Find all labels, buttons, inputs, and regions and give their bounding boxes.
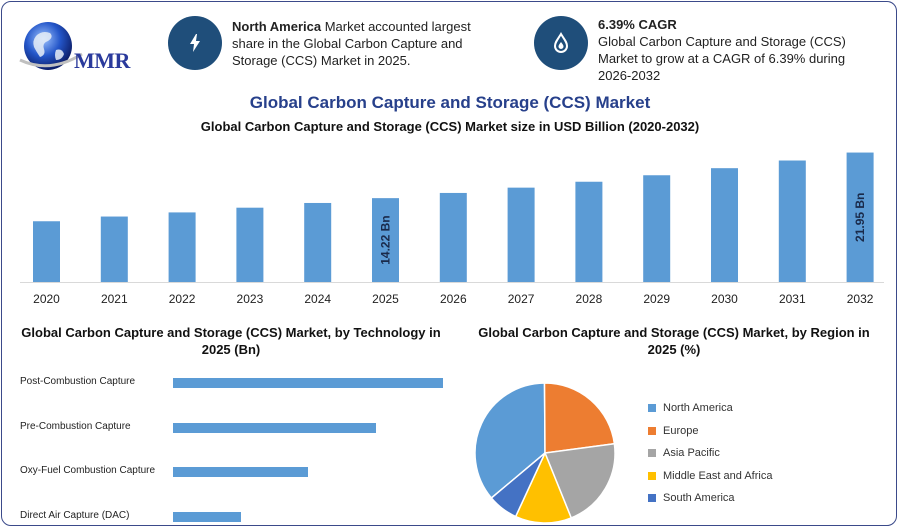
legend-swatch — [648, 404, 656, 413]
bar-2021 — [100, 216, 128, 282]
technology-label: Post-Combustion Capture — [20, 376, 136, 387]
legend-item: North America — [648, 397, 772, 420]
technology-bar — [173, 422, 376, 433]
legend-item: Europe — [648, 420, 772, 443]
lightning-bolt-icon — [168, 16, 222, 70]
technology-label: Direct Air Capture (DAC) — [20, 509, 130, 521]
bar-2022 — [168, 212, 196, 282]
x-tick-label: 2028 — [576, 292, 603, 306]
bar-2026 — [439, 192, 467, 282]
legend-swatch — [648, 471, 656, 480]
x-tick-label: 2021 — [101, 292, 128, 306]
technology-bar-chart: Post-Combustion Capture Pre-Combustion Ca… — [2, 362, 462, 525]
bar-2027 — [507, 187, 535, 282]
bar-2028 — [575, 181, 603, 282]
pie-slice-middle-east-and-africa — [514, 451, 573, 524]
legend-item: South America — [648, 487, 772, 510]
info-highlight: North America — [232, 19, 322, 34]
market-size-bar-chart: 2020 2021 2022 2023 2024 2025 2026 2027 2028 2029… — [20, 152, 884, 306]
bar-2024 — [304, 202, 332, 282]
bar-2031 — [778, 160, 806, 282]
technology-bar — [173, 467, 308, 477]
brand-name: MMR — [74, 48, 130, 73]
region-chart-title: Global Carbon Capture and Storage (CCS) … — [478, 325, 870, 357]
legend-item: Asia Pacific — [648, 442, 772, 465]
region-pie-chart — [474, 382, 616, 524]
bar-2032 — [846, 152, 874, 282]
technology-label: Oxy-Fuel Combustion Capture — [20, 465, 156, 476]
bar-2023 — [236, 207, 264, 282]
x-tick-label: 2029 — [643, 292, 670, 306]
bar-chart-title: Global Carbon Capture and Storage (CCS) … — [200, 119, 700, 134]
pie-slice-asia-pacific — [543, 442, 616, 519]
technology-chart-title: Global Carbon Capture and Storage (CCS) … — [21, 325, 441, 357]
info-cagr: 6.39% CAGR Global Carbon Capture and Sto… — [598, 16, 868, 84]
bar-2029 — [643, 175, 671, 282]
pie-slice-south-america — [490, 452, 546, 518]
x-tick-label: 2023 — [237, 292, 264, 306]
x-tick-label: 2020 — [33, 292, 60, 306]
legend-label: South America — [663, 492, 735, 505]
x-tick-label: 2032 — [847, 292, 874, 306]
x-tick-label: 2022 — [169, 292, 196, 306]
bar-2025 — [372, 198, 399, 282]
x-tick-label: 2024 — [304, 292, 331, 306]
info-text: Market accounted largest share in the Gl… — [232, 19, 471, 68]
x-tick-label: 2026 — [440, 292, 467, 306]
legend-label: North America — [663, 402, 733, 415]
legend-label: Asia Pacific — [663, 447, 720, 460]
mmr-logo: MMR — [16, 14, 146, 80]
x-tick-label: 2030 — [711, 292, 738, 306]
pie-slice-europe — [543, 382, 616, 454]
legend-label: Middle East and Africa — [663, 469, 773, 482]
page-title: Global Carbon Capture and Storage (CCS) … — [249, 93, 651, 112]
globe-icon — [19, 22, 83, 70]
technology-bar — [173, 511, 241, 522]
cagr-title: 6.39% CAGR — [598, 17, 677, 32]
technology-bar — [173, 378, 443, 388]
bar-2020 — [33, 221, 60, 282]
x-tick-label: 2031 — [779, 292, 806, 306]
pie-slice-north-america — [474, 382, 546, 500]
legend-item: Middle East and Africa — [648, 465, 772, 488]
bar-2030 — [711, 168, 738, 282]
technology-label: Pre-Combustion Capture — [20, 420, 131, 432]
x-tick-label: 2025 — [372, 292, 399, 306]
cagr-text: Global Carbon Capture and Storage (CCS) … — [598, 34, 846, 83]
bar-data-label: 21.95 Bn — [853, 193, 867, 242]
bar-data-label: 14.22 Bn — [379, 215, 393, 264]
legend-label: Europe — [663, 424, 699, 437]
legend-swatch — [648, 449, 656, 458]
region-legend: North America Europe Asia Pacific Middle Ea… — [648, 397, 772, 510]
legend-swatch — [648, 426, 656, 435]
x-tick-label: 2027 — [508, 292, 535, 306]
legend-swatch — [648, 494, 656, 503]
drop-flame-icon — [534, 16, 588, 70]
info-market-share: North America Market accounted largest s… — [232, 18, 502, 69]
